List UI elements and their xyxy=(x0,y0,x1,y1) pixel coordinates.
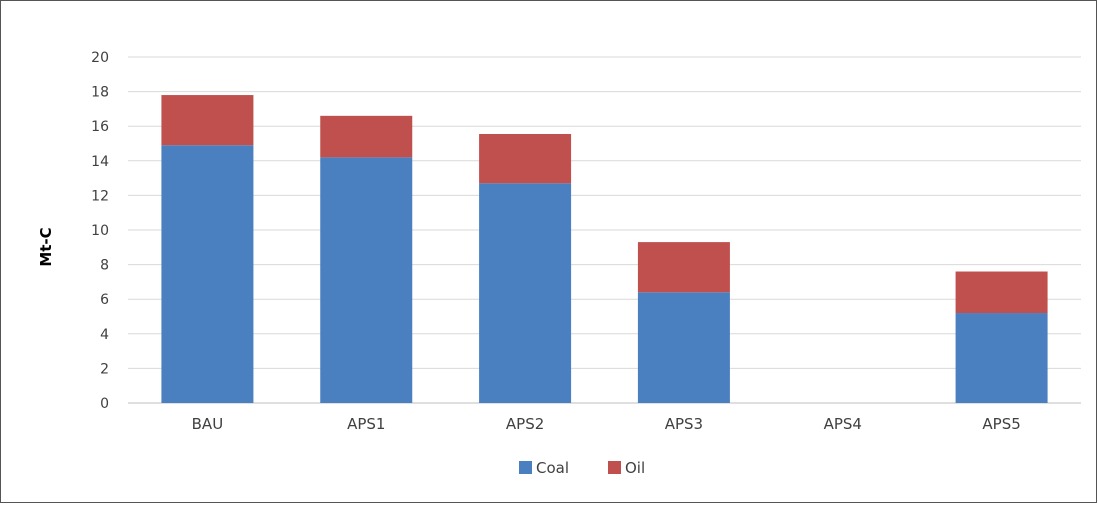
bar-coal-bau xyxy=(161,145,254,404)
bar-coal-aps3 xyxy=(637,292,730,403)
legend-swatch-oil xyxy=(608,461,621,474)
legend: Coal Oil xyxy=(519,459,645,477)
x-category-label: APS3 xyxy=(665,415,703,433)
bar-coal-aps1 xyxy=(320,157,413,403)
y-tick-label: 18 xyxy=(91,85,109,101)
bar-oil-bau xyxy=(161,95,254,146)
bar-oil-aps1 xyxy=(320,115,413,158)
legend-label-oil: Oil xyxy=(625,459,645,477)
y-tick-label: 8 xyxy=(100,258,109,274)
bar-oil-aps5 xyxy=(955,271,1048,314)
legend-label-coal: Coal xyxy=(536,459,569,477)
y-tick-label: 12 xyxy=(91,188,109,204)
bar-oil-aps2 xyxy=(479,133,572,184)
y-tick-label: 0 xyxy=(100,396,109,412)
y-axis-title: Mt-C xyxy=(37,227,55,266)
x-category-label: APS5 xyxy=(982,415,1020,433)
bar-coal-aps5 xyxy=(955,313,1048,403)
x-axis-categories: BAU APS1 APS2 APS3 APS4 APS5 xyxy=(192,415,1021,433)
y-tick-label: 6 xyxy=(100,292,109,308)
y-tick-label: 2 xyxy=(100,361,109,377)
bar-oil-aps3 xyxy=(637,242,730,293)
bars xyxy=(161,95,1048,404)
y-tick-label: 10 xyxy=(91,223,109,239)
gridlines xyxy=(128,56,1081,404)
y-tick-label: 16 xyxy=(91,119,109,135)
legend-swatch-coal xyxy=(519,461,532,474)
y-tick-label: 4 xyxy=(100,327,109,343)
y-tick-label: 14 xyxy=(91,154,109,170)
x-category-label: APS4 xyxy=(824,415,862,433)
bar-coal-aps2 xyxy=(479,183,572,403)
x-category-label: APS2 xyxy=(506,415,544,433)
x-category-label: APS1 xyxy=(347,415,385,433)
y-axis-ticks: 0 2 4 6 8 10 12 14 16 18 20 xyxy=(91,50,109,412)
x-category-label: BAU xyxy=(192,415,224,433)
y-tick-label: 20 xyxy=(91,50,109,66)
